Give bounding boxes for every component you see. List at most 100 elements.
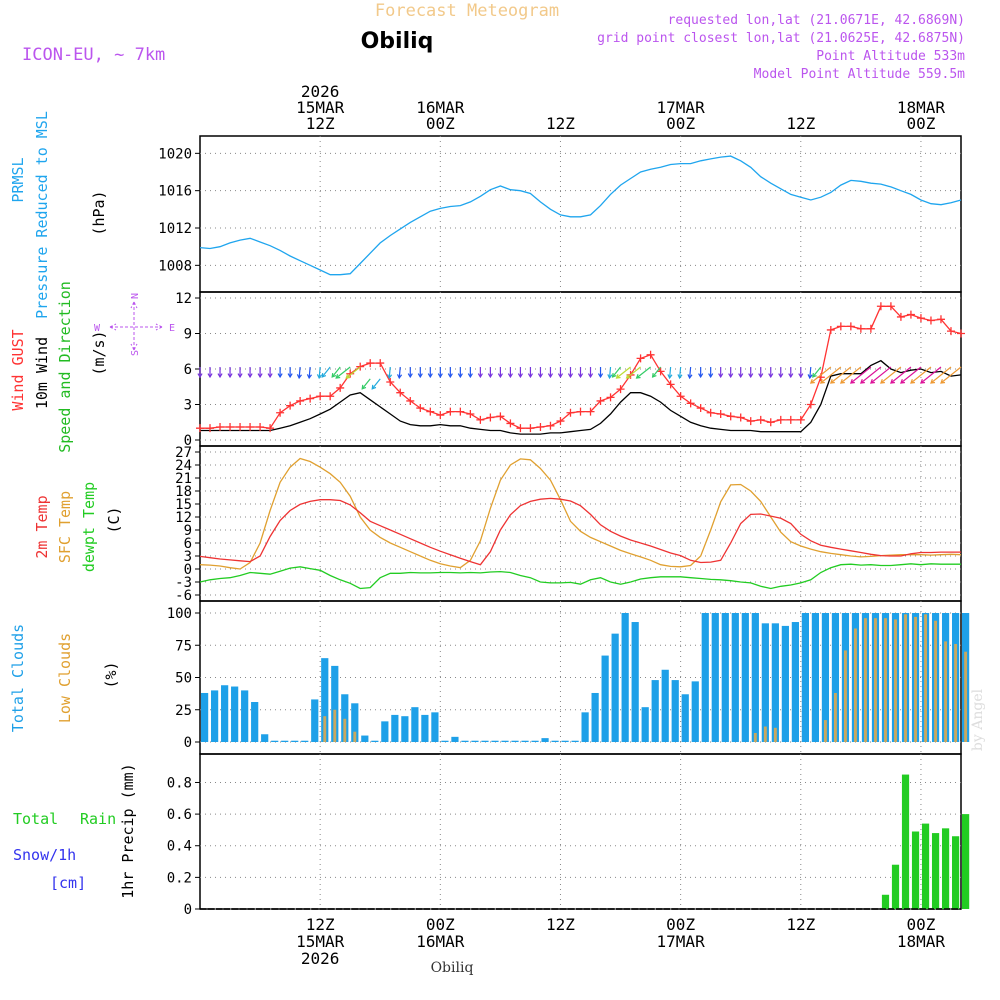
wind-direction-arrow	[398, 366, 401, 379]
wind-arrow-head	[635, 374, 641, 379]
label-wind-gust: Wind GUST	[9, 329, 27, 410]
low-cloud-bar	[763, 726, 767, 742]
total-cloud-bar	[311, 699, 319, 742]
product-title: Forecast Meteogram	[375, 1, 559, 21]
wind-arrow-head	[296, 374, 302, 380]
pressure-panel: 1008 1012 1016 1020	[158, 135, 962, 293]
label-total-clouds: Total Clouds	[9, 624, 27, 732]
y-tick-label: 0	[184, 562, 192, 578]
total-cloud-bar	[461, 740, 469, 742]
total-cloud-bar	[271, 740, 279, 742]
model-label: ICON-EU, ~ 7km	[22, 45, 165, 65]
wind-arrow-head	[930, 379, 936, 384]
total-cloud-bar	[551, 740, 559, 742]
y-tick-label: 0	[184, 902, 192, 918]
low-cloud-bar	[944, 641, 948, 742]
label-cm: [cm]	[50, 874, 86, 892]
gust-marker	[226, 422, 235, 431]
total-cloud-bar	[321, 658, 329, 742]
total-cloud-bar	[401, 716, 409, 742]
total-cloud-bar	[691, 681, 699, 742]
gust-marker	[806, 400, 815, 409]
top-axis-label: 15MAR	[296, 98, 345, 117]
gust-marker	[656, 367, 665, 376]
wind-arrow-head	[812, 372, 817, 378]
wind-arrow-head	[197, 373, 203, 379]
low-cloud-bar	[353, 731, 357, 742]
wind-arrow-head	[577, 373, 584, 379]
total-cloud-bar	[611, 633, 619, 742]
gust-marker	[486, 413, 495, 422]
dewpoint-line	[199, 563, 961, 590]
wind-arrow-head	[207, 373, 213, 379]
gust-marker	[376, 359, 385, 368]
y-tick-label: 1016	[158, 184, 192, 200]
gust-marker	[796, 415, 805, 424]
low-cloud-bar	[854, 628, 857, 742]
gust-marker	[586, 407, 595, 416]
low-cloud-bar	[904, 614, 907, 742]
wind-arrow-head	[748, 373, 754, 379]
wind-arrow-head	[247, 373, 253, 379]
gust-marker	[446, 407, 455, 416]
total-cloud-bar	[261, 734, 269, 742]
wind-arrow-head	[667, 374, 673, 380]
gust-marker	[366, 359, 375, 368]
y-tick-label: 50	[175, 671, 192, 687]
total-cloud-bar	[231, 686, 239, 742]
gust-marker	[396, 388, 405, 397]
total-cloud-bar	[351, 703, 359, 742]
label-10m-wind: 10m Wind	[33, 337, 51, 409]
compass-arrows	[109, 301, 163, 351]
wind-direction-arrow	[850, 366, 872, 384]
pressure-line	[199, 155, 962, 276]
wind-arrow-head	[869, 379, 875, 384]
label-celsius: (C)	[105, 506, 123, 533]
low-cloud-bar	[874, 618, 877, 742]
y-tick-label: 9	[184, 327, 192, 343]
wind-arrow-head	[798, 373, 804, 379]
wind-direction-arrow	[809, 366, 812, 379]
wind-direction-arrow	[308, 366, 311, 379]
wind-direction-arrow	[810, 366, 832, 384]
gust-marker	[646, 350, 655, 359]
bottom-axis-label: 12Z	[546, 915, 575, 934]
gust-marker	[766, 418, 775, 427]
point-altitude: Point Altitude 533m	[816, 49, 965, 64]
wind-arrow-head	[257, 373, 263, 379]
rain-bar	[931, 833, 940, 909]
gust-marker	[296, 396, 305, 405]
wind-direction-arrow	[880, 366, 902, 384]
total-cloud-bar	[521, 740, 529, 742]
rain-bar	[921, 823, 930, 909]
wind-arrow-head	[537, 373, 544, 379]
total-cloud-bar	[701, 613, 709, 742]
wind-direction-arrow	[636, 366, 651, 379]
gust-marker	[386, 378, 395, 387]
panel-frame	[199, 753, 962, 910]
total-cloud-bar	[661, 669, 669, 742]
gust-marker	[696, 404, 705, 413]
label-low-clouds: Low Clouds	[56, 633, 74, 723]
gust-marker	[726, 412, 735, 421]
y-tick-label: 3	[184, 549, 192, 565]
wind-arrow-head	[361, 384, 367, 390]
gust-marker	[616, 385, 625, 394]
bottom-axis-label: 15MAR	[296, 932, 345, 951]
wind-arrow-head	[321, 372, 327, 378]
top-axis-label: 2026	[301, 82, 340, 101]
credit-watermark: by Angel	[970, 688, 986, 751]
total-cloud-bar	[241, 690, 249, 742]
total-cloud-bar	[331, 665, 339, 742]
gust-marker	[746, 417, 755, 426]
top-axis-label: 17MAR	[657, 98, 706, 117]
wind-arrow-head	[900, 379, 905, 384]
wind-direction-arrow	[331, 366, 341, 378]
gust-marker	[836, 322, 845, 331]
rain-bar	[901, 774, 910, 909]
low-cloud-bar	[833, 692, 837, 742]
total-cloud-bar	[751, 613, 759, 742]
wind-arrow-head	[527, 373, 534, 379]
y-tick-label: 24	[175, 458, 192, 474]
total-cloud-bar	[731, 613, 739, 742]
